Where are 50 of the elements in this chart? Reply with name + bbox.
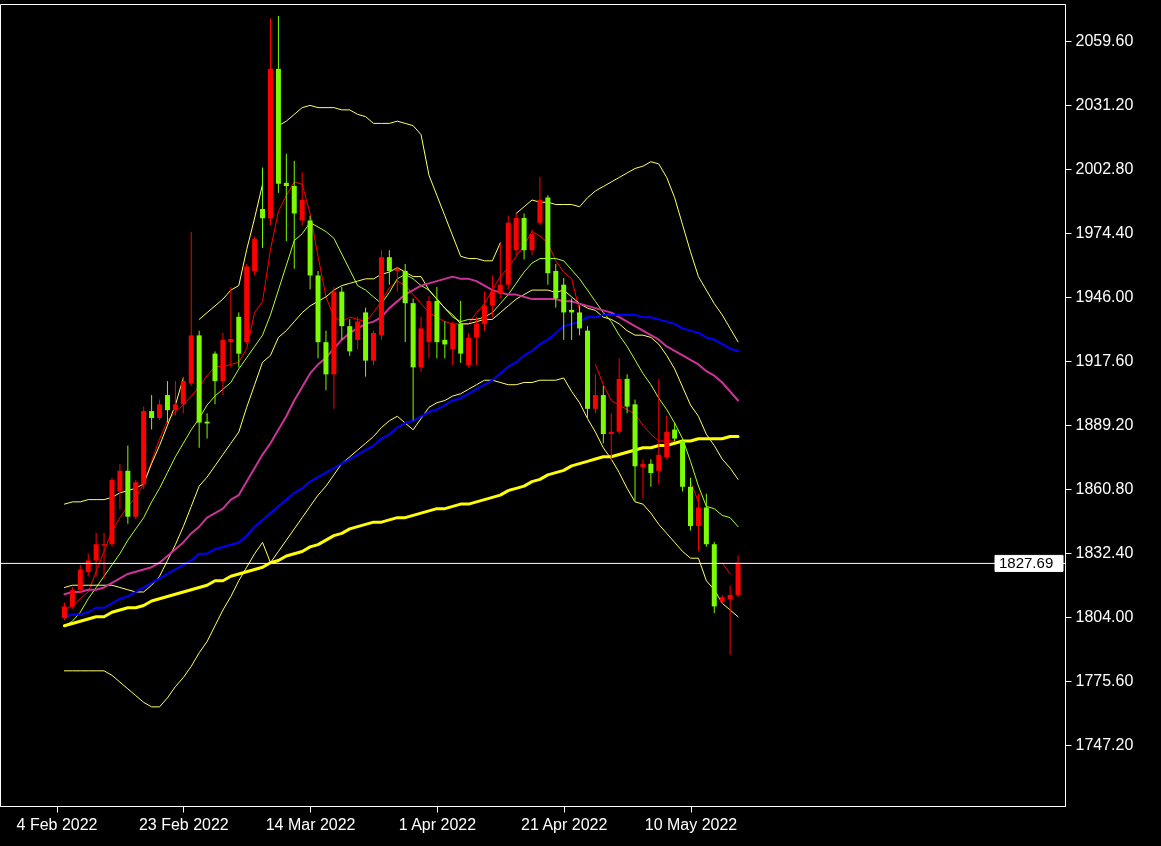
candlestick bbox=[481, 291, 487, 332]
y-tick-label: 1775.60 bbox=[1075, 672, 1134, 690]
candlestick bbox=[656, 378, 662, 486]
x-tick-label: 14 Mar 2022 bbox=[265, 815, 356, 833]
candlestick bbox=[592, 373, 598, 414]
y-tick-label: 2059.60 bbox=[1075, 32, 1134, 50]
candlestick bbox=[172, 380, 178, 417]
candlestick bbox=[93, 532, 99, 577]
x-tick-label: 23 Feb 2022 bbox=[138, 815, 229, 833]
candlestick bbox=[489, 274, 495, 318]
candlestick bbox=[497, 242, 503, 299]
line-series bbox=[62, 435, 740, 628]
y-tick-label: 1889.20 bbox=[1075, 416, 1134, 434]
candlestick bbox=[394, 265, 400, 293]
y-tick-label: 2002.80 bbox=[1075, 160, 1134, 178]
y-tick-label: 1804.00 bbox=[1075, 608, 1134, 626]
y-tick-label: 1860.80 bbox=[1075, 480, 1134, 498]
candlestick bbox=[157, 399, 163, 421]
candlestick bbox=[648, 458, 654, 488]
candlestick bbox=[474, 316, 480, 366]
candlestick bbox=[386, 249, 392, 286]
candlestick bbox=[608, 412, 614, 463]
candlestick bbox=[355, 316, 361, 350]
candlestick bbox=[180, 376, 186, 414]
candlestick bbox=[228, 286, 234, 368]
candlestick bbox=[529, 229, 535, 256]
x-tick-label: 4 Feb 2022 bbox=[16, 815, 98, 833]
candlestick bbox=[149, 394, 155, 431]
candlestick bbox=[101, 532, 107, 580]
y-tick-label: 1946.00 bbox=[1075, 288, 1134, 306]
ref-line-label: 1827.69 bbox=[999, 554, 1054, 572]
candlestick bbox=[537, 176, 543, 226]
candlestick bbox=[260, 167, 266, 249]
candlestick bbox=[283, 153, 289, 242]
candlestick bbox=[695, 493, 701, 552]
y-tick-label: 2031.20 bbox=[1075, 96, 1134, 114]
y-tick-label: 1917.60 bbox=[1075, 352, 1134, 370]
candlestick bbox=[577, 304, 583, 336]
candlestick bbox=[77, 564, 83, 594]
y-tick-label: 1832.40 bbox=[1075, 544, 1134, 562]
candlestick bbox=[164, 380, 170, 424]
candlestick bbox=[672, 422, 678, 442]
y-tick-label: 1974.40 bbox=[1075, 224, 1134, 242]
line-series bbox=[63, 377, 739, 708]
x-tick-label: 21 Apr 2022 bbox=[521, 815, 608, 833]
x-tick-label: 10 May 2022 bbox=[644, 815, 738, 833]
y-tick-label: 1747.20 bbox=[1075, 736, 1134, 754]
candlestick bbox=[117, 463, 123, 511]
candlestick bbox=[85, 552, 91, 577]
x-tick-label: 1 Apr 2022 bbox=[398, 815, 477, 833]
